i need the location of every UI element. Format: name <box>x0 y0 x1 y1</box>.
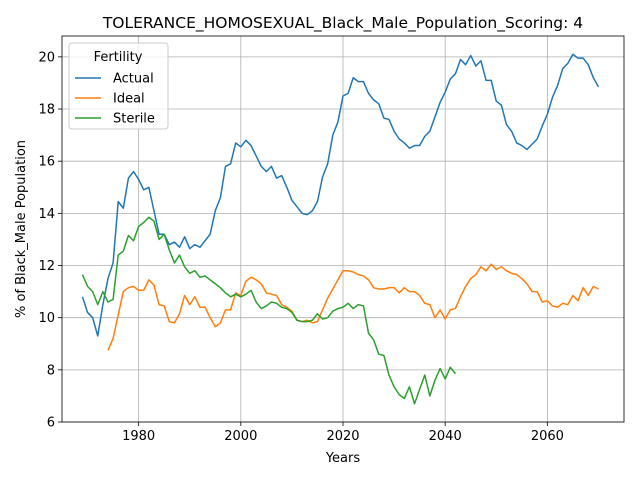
legend-label-actual: Actual <box>113 72 154 87</box>
y-tick-label: 6 <box>47 416 55 431</box>
x-tick-label: 2020 <box>326 429 359 444</box>
y-tick-label: 8 <box>47 363 55 378</box>
legend-title: Fertility <box>94 50 143 65</box>
y-tick-label: 12 <box>38 259 55 274</box>
grid-lines <box>62 36 624 423</box>
x-axis-ticks: 1980 2000 2020 2040 2060 <box>122 422 564 444</box>
x-tick-label: 2060 <box>531 429 564 444</box>
legend-items: Actual Ideal Sterile <box>75 72 155 127</box>
chart-title: TOLERANCE_HOMOSEXUAL_Black_Male_Populati… <box>102 14 583 33</box>
legend: Fertility Actual Ideal Sterile <box>68 42 169 130</box>
series-lines <box>81 53 600 405</box>
y-tick-label: 10 <box>38 311 55 326</box>
y-axis-ticks: 6 8 10 12 14 16 18 20 <box>38 50 62 431</box>
x-tick-label: 1980 <box>122 429 155 444</box>
legend-label-ideal: Ideal <box>113 92 145 107</box>
series-line-actual <box>81 53 600 337</box>
y-tick-label: 18 <box>38 103 55 118</box>
y-tick-label: 20 <box>38 50 55 65</box>
x-tick-label: 2000 <box>224 429 257 444</box>
series-line-ideal <box>107 263 599 351</box>
legend-label-sterile: Sterile <box>113 112 155 127</box>
x-axis-label: Years <box>325 451 361 466</box>
legend-box <box>68 42 169 130</box>
y-tick-label: 14 <box>38 207 55 222</box>
series-line-sterile <box>81 216 456 405</box>
x-tick-label: 2040 <box>429 429 462 444</box>
y-axis-label: % of Black_Male Population <box>14 140 29 318</box>
y-tick-label: 16 <box>38 155 55 170</box>
